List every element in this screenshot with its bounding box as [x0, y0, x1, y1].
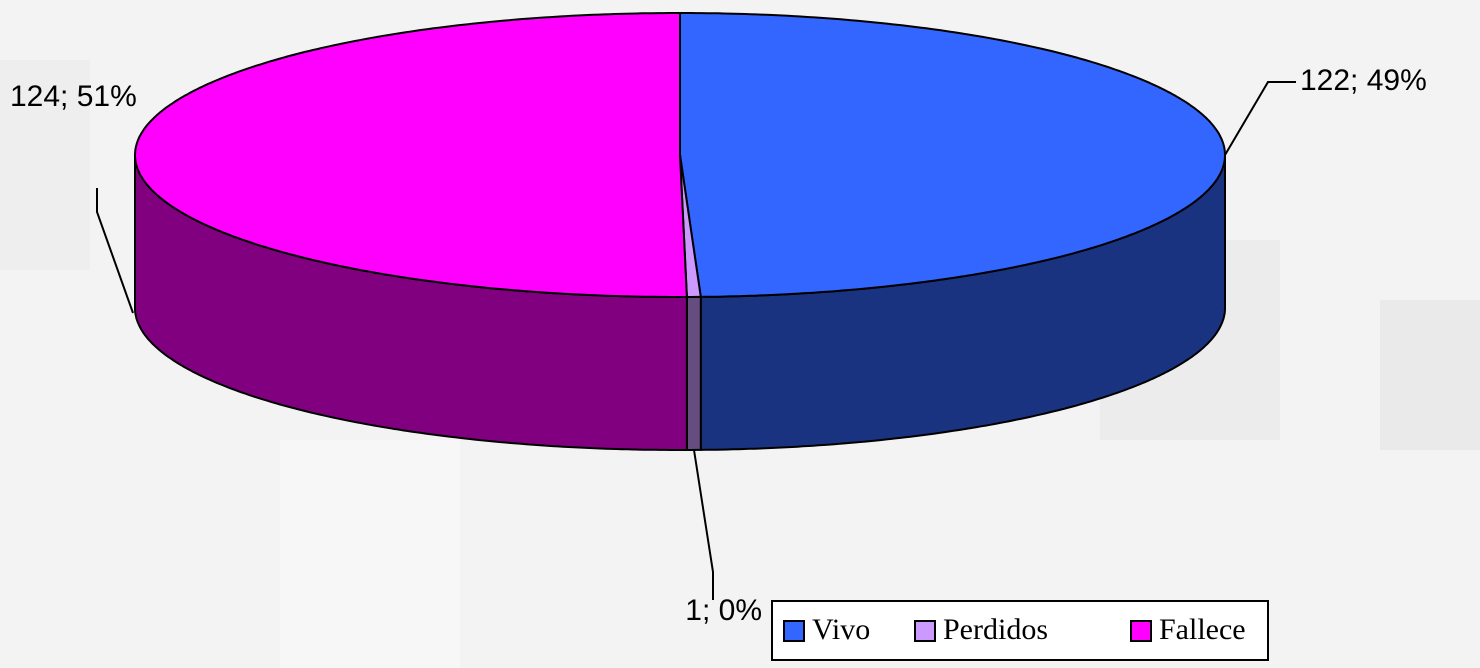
- data-label: 122; 49%: [1300, 64, 1427, 97]
- background-tile: [0, 60, 90, 270]
- slice: [134, 12, 688, 298]
- legend-swatch: [783, 620, 805, 642]
- leader-line: [1224, 81, 1296, 156]
- legend-swatch: [1130, 620, 1152, 642]
- background-tile: [280, 440, 460, 668]
- legend-box: [771, 600, 1269, 661]
- legend-label: Perdidos: [943, 613, 1048, 646]
- data-label: 1; 0%: [685, 594, 762, 627]
- background-tile: [1380, 300, 1480, 450]
- legend-label: Fallece: [1159, 613, 1246, 646]
- slice: [679, 12, 1226, 298]
- slice-side: [685, 295, 702, 451]
- legend-swatch: [914, 620, 936, 642]
- leader-line: [96, 188, 134, 314]
- legend-label: Vivo: [812, 613, 870, 646]
- data-label: 124; 51%: [10, 80, 137, 113]
- leader-line: [693, 449, 714, 600]
